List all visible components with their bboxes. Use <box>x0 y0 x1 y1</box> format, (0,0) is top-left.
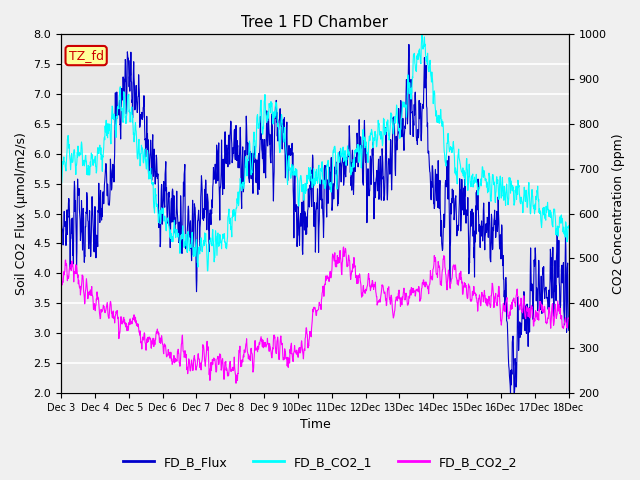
Legend: FD_B_Flux, FD_B_CO2_1, FD_B_CO2_2: FD_B_Flux, FD_B_CO2_1, FD_B_CO2_2 <box>118 451 522 474</box>
Y-axis label: CO2 Concentration (ppm): CO2 Concentration (ppm) <box>612 133 625 294</box>
X-axis label: Time: Time <box>300 419 330 432</box>
Title: Tree 1 FD Chamber: Tree 1 FD Chamber <box>241 15 388 30</box>
Y-axis label: Soil CO2 Flux (μmol/m2/s): Soil CO2 Flux (μmol/m2/s) <box>15 132 28 295</box>
Text: TZ_fd: TZ_fd <box>68 49 104 62</box>
